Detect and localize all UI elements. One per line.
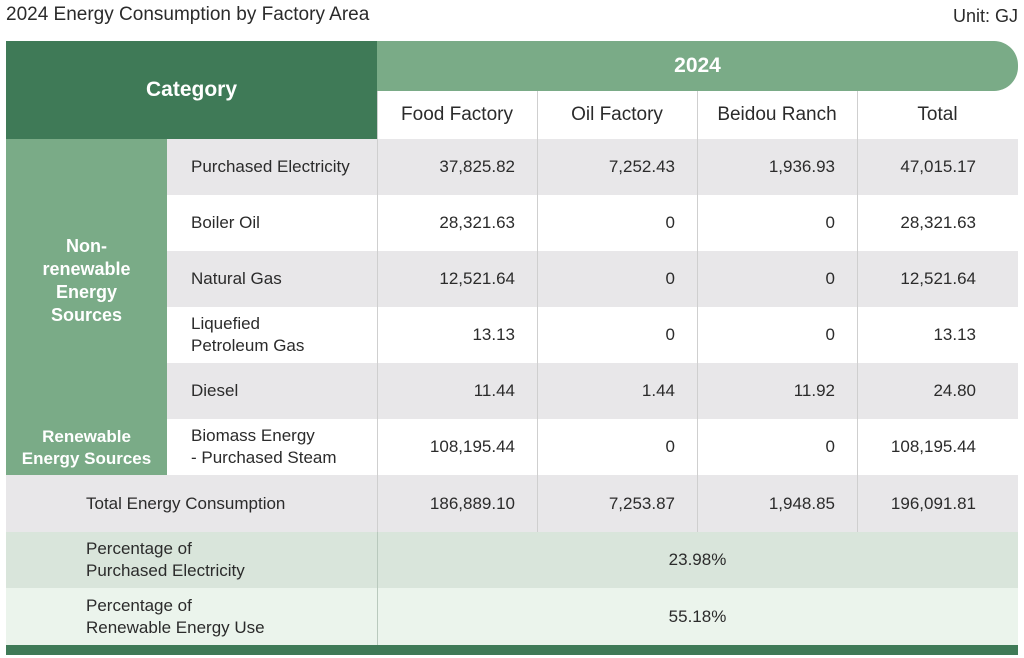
table-row [167, 363, 1018, 419]
table-cell: 108,195.44 [429, 437, 515, 456]
divider [377, 91, 378, 532]
column-header-total: Total [857, 91, 1018, 139]
divider [857, 91, 858, 532]
table-cell: 47,015.17 [900, 157, 976, 176]
total-beidou-ranch: 1,948.85 [768, 493, 835, 513]
table-cell: 28,321.63 [900, 213, 976, 232]
table-cell: 13.13 [472, 325, 515, 344]
table-row [167, 251, 1018, 307]
table-cell: 1.44 [641, 381, 675, 400]
table-row [167, 419, 1018, 475]
percent-row-renewable [6, 588, 1018, 645]
percent-renewable-value: 55.18% [668, 606, 727, 626]
total-row-label: Total Energy Consumption [86, 493, 286, 513]
table-cell: 0 [825, 269, 835, 288]
column-header-oil-factory: Oil Factory [537, 91, 697, 139]
divider [697, 91, 698, 532]
percent-row-electricity [6, 532, 1018, 588]
total-oil-factory: 7,253.87 [608, 493, 675, 513]
column-header-food-factory: Food Factory [377, 91, 537, 139]
divider [377, 532, 378, 645]
table-cell: 0 [825, 213, 835, 232]
table-row [167, 139, 1018, 195]
energy-group-column: Non- renewable Energy Sources Renewable … [6, 139, 167, 475]
table-cell: 37,825.82 [439, 157, 515, 176]
table-cell: 0 [665, 325, 675, 344]
table-cell: 7,252.43 [608, 157, 675, 176]
total-row [6, 475, 1018, 532]
row-label: Purchased Electricity [191, 157, 350, 176]
table-cell: 1,936.93 [768, 157, 835, 176]
percent-electricity-label: Percentage of Purchased Electricity [86, 539, 245, 580]
table-cell: 11.92 [793, 381, 835, 400]
table-cell: 24.80 [933, 381, 976, 400]
table-cell: 108,195.44 [890, 437, 976, 456]
percent-renewable-label: Percentage of Renewable Energy Use [86, 595, 265, 637]
total-food-factory: 186,889.10 [429, 493, 515, 513]
year-header: 2024 [377, 41, 1018, 91]
bottom-bar [6, 645, 1018, 655]
row-label: Diesel [191, 381, 239, 400]
table-cell: 0 [665, 437, 675, 456]
renewable-group-label: Renewable Energy Sources [21, 427, 152, 468]
table-cell: 0 [665, 213, 675, 232]
row-label: Natural Gas [191, 269, 282, 288]
table-cell: 12,521.64 [439, 269, 515, 288]
table-cell: 0 [665, 269, 675, 288]
table-cell: 12,521.64 [900, 269, 976, 288]
column-header-beidou-ranch: Beidou Ranch [697, 91, 857, 139]
table-cell: 11.44 [473, 381, 515, 400]
table-row [167, 195, 1018, 251]
total-total: 196,091.81 [890, 493, 976, 513]
table-cell: 0 [825, 325, 835, 344]
row-label: Boiler Oil [191, 213, 260, 232]
table-row [167, 307, 1018, 363]
unit-label: Unit: GJ [952, 6, 1018, 26]
table-title: 2024 Energy Consumption by Factory Area [6, 4, 370, 25]
nonrenewable-group-label: Non- renewable Energy Sources [42, 236, 131, 325]
percent-electricity-value: 23.98% [668, 550, 727, 569]
row-label: Biomass Energy - Purchased Steam [191, 426, 337, 467]
table-cell: 0 [825, 437, 835, 456]
table-cell: 28,321.63 [439, 213, 515, 232]
row-label: Liquefied Petroleum Gas [191, 314, 305, 355]
category-header: Category [6, 41, 377, 139]
divider [537, 91, 538, 532]
table-cell: 13.13 [933, 325, 976, 344]
